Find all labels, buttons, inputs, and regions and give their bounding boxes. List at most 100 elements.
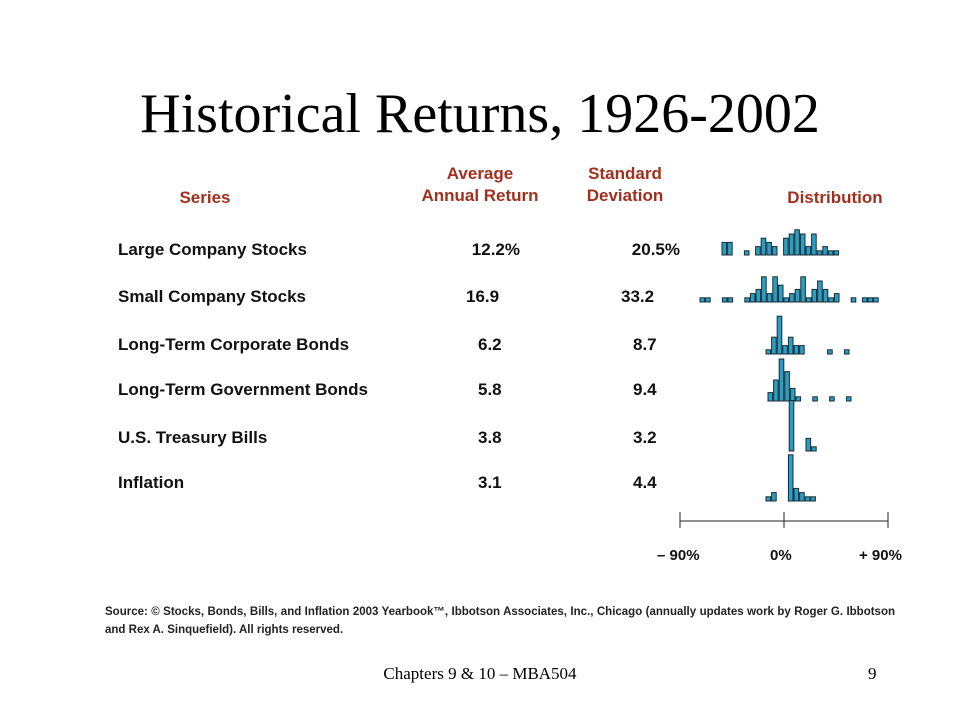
histogram-bar — [761, 276, 767, 303]
histogram-bar — [845, 396, 852, 402]
histogram-bar — [788, 233, 795, 256]
header-avg-line1: Average — [446, 164, 514, 183]
histogram-bar — [727, 241, 733, 256]
histogram-bar — [766, 241, 772, 256]
histogram-bar — [777, 284, 784, 303]
histogram-bar — [800, 276, 806, 303]
series-name: Long-Term Corporate Bonds — [118, 335, 350, 354]
histogram-bar — [833, 293, 840, 303]
series-name: Long-Term Government Bonds — [118, 380, 368, 399]
table-row: Long-Term Government Bonds 5.8 9.4 — [0, 380, 960, 404]
histogram-bar — [861, 297, 868, 303]
axis-label-plus-90: + 90% — [859, 547, 902, 564]
histogram-bar — [721, 297, 728, 303]
histogram-bar — [811, 233, 817, 256]
footer-course: Chapters 9 & 10 – MBA504 — [383, 664, 577, 683]
histogram-bar — [811, 446, 817, 452]
histogram-bar — [873, 297, 879, 303]
page-title: Historical Returns, 1926-2002 — [140, 83, 820, 145]
histogram-bar — [822, 246, 828, 256]
series-name: U.S. Treasury Bills — [118, 428, 268, 447]
header-standard-deviation: Standard Deviation — [565, 163, 685, 207]
histogram-bar — [771, 336, 777, 355]
histogram-bar — [765, 496, 772, 502]
histogram-bar — [822, 288, 829, 303]
histogram-bar — [787, 336, 794, 355]
average-return: 16.9 — [466, 287, 500, 306]
histogram-bar — [799, 345, 805, 355]
histogram-bar — [784, 371, 790, 402]
histogram-bar — [828, 297, 834, 303]
histogram-bar — [794, 229, 800, 256]
axis-label-minus-90: – 90% — [657, 547, 700, 564]
standard-deviation: 8.7 — [633, 335, 657, 354]
histogram-bar — [805, 437, 812, 452]
histogram-bar — [767, 392, 774, 402]
histogram-bar — [783, 237, 789, 256]
histogram-bar — [699, 297, 706, 303]
histogram-group — [699, 229, 879, 502]
histogram-bar — [794, 288, 801, 303]
histogram-bar — [727, 297, 734, 303]
histogram-bar — [771, 246, 778, 256]
average-return: 6.2 — [478, 335, 502, 354]
source-note: Source: © Stocks, Bonds, Bills, and Infl… — [105, 606, 895, 636]
histogram-bar — [843, 349, 850, 355]
histogram-bar — [760, 237, 767, 256]
histogram-bar — [799, 233, 806, 256]
histogram-bar — [827, 250, 834, 256]
header-std-line1: Standard — [588, 164, 662, 183]
header-std-line2: Deviation — [586, 186, 664, 205]
histogram-bar — [771, 492, 777, 502]
average-return: 5.8 — [478, 380, 502, 399]
histogram-bar — [744, 297, 750, 303]
histogram-bar — [805, 297, 812, 303]
histogram-bar — [793, 487, 800, 502]
standard-deviation: 3.2 — [633, 428, 657, 447]
histogram-bar — [850, 297, 857, 303]
table-row: U.S. Treasury Bills 3.8 3.2 — [0, 428, 960, 452]
distribution-axis — [679, 512, 889, 528]
histogram-bar — [755, 246, 761, 256]
histogram-bar — [766, 293, 773, 303]
average-return: 3.8 — [478, 428, 502, 447]
axis-label-zero: 0% — [770, 547, 792, 564]
histogram-bar — [773, 379, 779, 402]
histogram-bar — [705, 297, 711, 303]
histogram-bar — [799, 492, 805, 502]
histogram-bar — [812, 396, 818, 402]
histogram-bar — [811, 288, 818, 303]
histogram-bar — [833, 250, 840, 256]
histogram-bar — [749, 293, 756, 303]
histogram-bar — [805, 246, 812, 256]
header-avg-line2: Annual Return — [421, 186, 539, 205]
histogram-bar — [867, 297, 874, 303]
histogram-bar — [789, 293, 795, 303]
histogram-bar — [789, 387, 796, 402]
histogram-bar — [783, 297, 790, 303]
header-distribution: Distribution — [787, 188, 883, 207]
standard-deviation: 20.5% — [631, 240, 680, 259]
series-name: Large Company Stocks — [118, 240, 307, 259]
histogram-bar — [782, 345, 788, 355]
footer-page-number: 9 — [868, 664, 877, 683]
histogram-bar — [816, 250, 823, 256]
header-average-annual-return: Average Annual Return — [400, 163, 560, 207]
standard-deviation: 9.4 — [633, 380, 657, 399]
series-name: Inflation — [118, 473, 185, 492]
histogram-bar — [787, 454, 794, 502]
standard-deviation: 33.2 — [621, 287, 655, 306]
table-row: Inflation 3.1 4.4 — [0, 473, 960, 497]
average-return: 3.1 — [478, 473, 502, 492]
table-row: Long-Term Corporate Bonds 6.2 8.7 — [0, 335, 960, 359]
histogram-bar — [804, 496, 811, 502]
histogram-bar — [793, 345, 800, 355]
header-series: Series — [179, 188, 231, 207]
histogram-bar — [778, 358, 785, 402]
histogram-bar — [772, 276, 778, 303]
histogram-bar — [817, 280, 823, 303]
standard-deviation: 4.4 — [633, 473, 657, 492]
histogram-bar — [721, 241, 728, 256]
histogram-bar — [776, 315, 783, 355]
